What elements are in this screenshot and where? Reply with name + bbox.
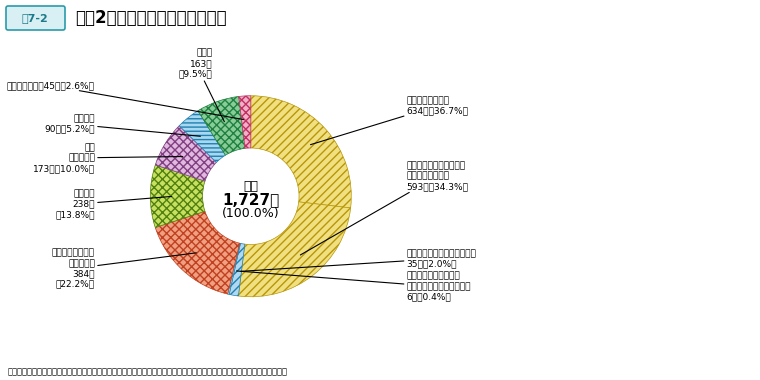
Text: 1,727件: 1,727件 bbox=[222, 192, 280, 207]
Text: その他
163件
（9.5%）: その他 163件 （9.5%） bbox=[179, 49, 224, 122]
Text: パワー・ハラスメント、
いじめ・嫌がらせ
593件（34.3%）: パワー・ハラスメント、 いじめ・嫌がらせ 593件（34.3%） bbox=[300, 161, 469, 255]
Wedge shape bbox=[179, 111, 226, 162]
Text: 妊娠、出産、育児又は
介護に関するハラスメント
6件（0.4%）: 妊娠、出産、育児又は 介護に関するハラスメント 6件（0.4%） bbox=[236, 271, 471, 302]
Text: 人事評価関係　45件（2.6%）: 人事評価関係 45件（2.6%） bbox=[7, 81, 243, 120]
Wedge shape bbox=[150, 165, 205, 228]
Text: ハラスメント関係
634件（36.7%）: ハラスメント関係 634件（36.7%） bbox=[311, 96, 469, 145]
Text: 給与関係
90件（5.2%）: 給与関係 90件（5.2%） bbox=[45, 114, 201, 136]
Text: (100.0%): (100.0%) bbox=[222, 207, 280, 220]
Text: セクシュアル・ハラスメント
35件（2.0%）: セクシュアル・ハラスメント 35件（2.0%） bbox=[241, 249, 477, 271]
Text: 任用関係
238件
（13.8%）: 任用関係 238件 （13.8%） bbox=[55, 189, 172, 219]
Text: 図7-2: 図7-2 bbox=[21, 13, 49, 23]
Wedge shape bbox=[155, 126, 217, 181]
Text: 総数: 総数 bbox=[243, 180, 258, 193]
Wedge shape bbox=[198, 97, 245, 155]
Wedge shape bbox=[251, 96, 351, 208]
Text: 令和2年度苦情相談の内容別件数: 令和2年度苦情相談の内容別件数 bbox=[75, 9, 226, 27]
Wedge shape bbox=[155, 211, 239, 294]
Text: 勤務時間・休暇・
服務等関係
384件
（22.2%）: 勤務時間・休暇・ 服務等関係 384件 （22.2%） bbox=[52, 249, 196, 289]
Text: 健康
安全等関係
173件（10.0%）: 健康 安全等関係 173件（10.0%） bbox=[33, 143, 183, 173]
Wedge shape bbox=[227, 243, 240, 294]
Wedge shape bbox=[239, 202, 350, 297]
FancyBboxPatch shape bbox=[6, 6, 65, 30]
Text: （注）一つの事案に関して、同一の者から同一の内容について複数回の相談を受けた場合、それぞれを件数に計上している。: （注）一つの事案に関して、同一の者から同一の内容について複数回の相談を受けた場合… bbox=[8, 367, 288, 377]
Wedge shape bbox=[239, 96, 251, 148]
Wedge shape bbox=[230, 243, 245, 296]
